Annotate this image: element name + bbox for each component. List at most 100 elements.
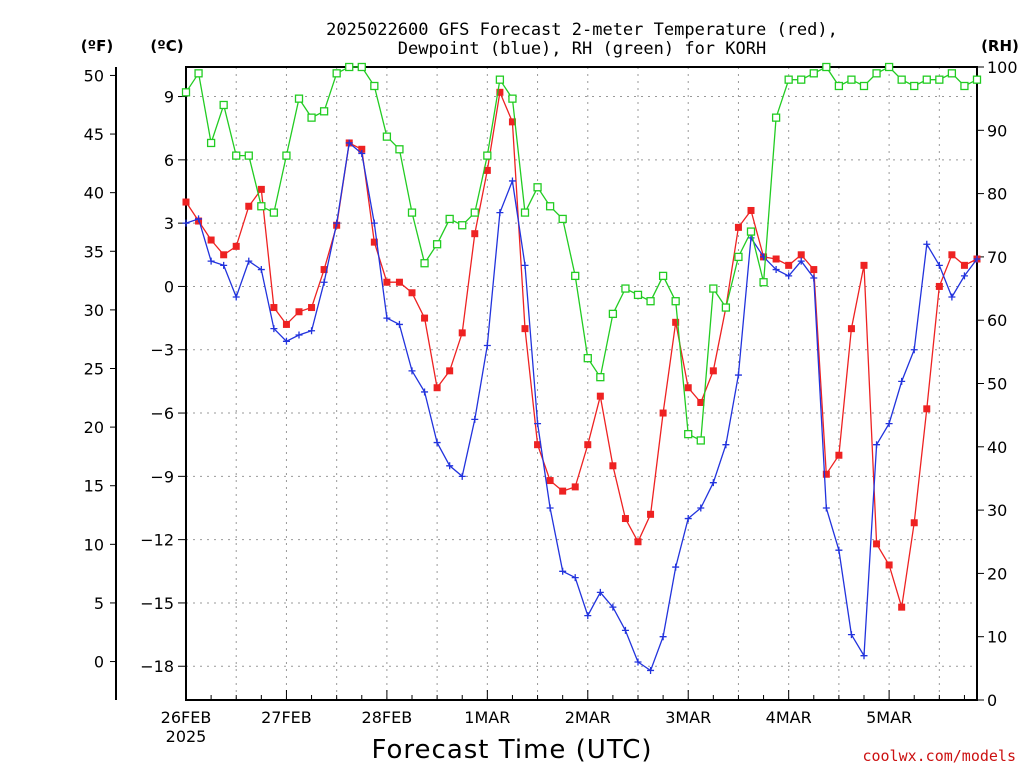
rh-point bbox=[608, 309, 618, 319]
dewpoint-point bbox=[659, 633, 667, 641]
fahrenheit-tick-label: 30 bbox=[84, 301, 104, 320]
rh-point bbox=[319, 107, 329, 116]
dewpoint-point bbox=[609, 603, 617, 611]
dewpoint-point bbox=[383, 314, 391, 322]
dewpoint-point bbox=[433, 439, 441, 447]
temperature-point bbox=[559, 487, 567, 495]
temperature-point bbox=[822, 470, 830, 478]
fahrenheit-tick-label: 40 bbox=[84, 184, 104, 203]
rh-point bbox=[960, 81, 969, 91]
temperature-point bbox=[860, 261, 868, 269]
dewpoint-point bbox=[948, 293, 956, 301]
temperature-point bbox=[697, 398, 705, 406]
dewpoint-point bbox=[207, 257, 215, 265]
rh-tick-label: 80 bbox=[987, 185, 1007, 204]
dewpoint-point bbox=[446, 462, 454, 470]
celsius-tick-label: −3 bbox=[150, 341, 174, 360]
temperature-point bbox=[910, 519, 918, 527]
temperature-point bbox=[672, 318, 680, 326]
temperature-point bbox=[207, 236, 215, 244]
temperature-line bbox=[185, 89, 978, 608]
temperature-point bbox=[270, 304, 278, 312]
dewpoint-point bbox=[245, 257, 253, 265]
temperature-point bbox=[257, 185, 265, 193]
dewpoint-point bbox=[534, 420, 542, 428]
dewpoint-point bbox=[634, 658, 642, 666]
rh-point bbox=[784, 75, 793, 84]
temperature-point bbox=[835, 451, 843, 459]
temperature-point bbox=[483, 166, 491, 174]
dewpoint-point bbox=[873, 441, 881, 449]
temperature-point bbox=[772, 255, 780, 263]
rh-point bbox=[370, 81, 379, 91]
dewpoint-point bbox=[847, 631, 855, 639]
temperature-point bbox=[446, 367, 454, 375]
temperature-point bbox=[785, 261, 793, 269]
dewpoint-point bbox=[734, 371, 742, 379]
temperature-point bbox=[810, 266, 818, 274]
dewpoint-point bbox=[408, 367, 416, 375]
dewpoint-point bbox=[709, 479, 717, 487]
temperature-point bbox=[383, 278, 391, 286]
rh-line bbox=[185, 66, 978, 442]
temperature-point bbox=[458, 329, 466, 337]
rh-point bbox=[282, 151, 291, 160]
dewpoint-point bbox=[810, 274, 818, 282]
x-tick-label: 2MAR bbox=[565, 708, 611, 727]
rh-point bbox=[244, 151, 253, 160]
dewpoint-point bbox=[295, 331, 303, 339]
x-tick-label: 27FEB bbox=[261, 708, 312, 727]
temperature-point bbox=[220, 251, 228, 259]
rh-point bbox=[432, 240, 442, 249]
dewpoint-point bbox=[797, 257, 805, 265]
dewpoint-point bbox=[596, 588, 604, 596]
rh-point bbox=[734, 252, 743, 262]
temperature-point bbox=[960, 261, 968, 269]
rh-unit-label: (RH) bbox=[981, 37, 1019, 55]
rh-point bbox=[307, 113, 316, 122]
dewpoint-point bbox=[571, 574, 579, 582]
dewpoint-point bbox=[508, 177, 516, 185]
dewpoint-point bbox=[621, 626, 629, 634]
rh-point bbox=[458, 221, 467, 230]
temperature-point bbox=[797, 251, 805, 259]
rh-point bbox=[520, 208, 530, 217]
temperature-point bbox=[320, 266, 328, 274]
temperature-point bbox=[496, 88, 504, 96]
rh-tick-label: 70 bbox=[987, 248, 1007, 267]
dewpoint-point bbox=[232, 293, 240, 301]
rh-point bbox=[646, 297, 655, 306]
rh-point bbox=[935, 75, 944, 84]
rh-point bbox=[345, 62, 354, 72]
rh-point bbox=[545, 202, 555, 211]
temperature-point bbox=[747, 206, 755, 214]
dewpoint-point bbox=[270, 325, 278, 333]
rh-point bbox=[445, 214, 454, 224]
temperature-point bbox=[433, 384, 441, 392]
temperature-point bbox=[935, 282, 943, 290]
rh-point bbox=[809, 69, 818, 78]
temperature-point bbox=[634, 538, 642, 546]
rh-point bbox=[533, 183, 542, 192]
temperature-point bbox=[408, 289, 416, 297]
temperature-point bbox=[521, 325, 529, 333]
rh-point bbox=[884, 62, 894, 72]
dewpoint-point bbox=[345, 139, 353, 147]
rh-point bbox=[495, 75, 505, 84]
rh-point bbox=[181, 88, 191, 97]
rh-point bbox=[558, 214, 567, 224]
rh-point bbox=[407, 208, 417, 217]
rh-tick-label: 50 bbox=[987, 375, 1007, 394]
temperature-point bbox=[873, 540, 881, 548]
dewpoint-point bbox=[395, 320, 403, 328]
fahrenheit-tick-label: 20 bbox=[84, 418, 104, 437]
temperature-point bbox=[596, 392, 604, 400]
rh-tick-label: 60 bbox=[987, 311, 1007, 330]
rh-point bbox=[332, 69, 341, 78]
celsius-tick-label: 3 bbox=[164, 214, 174, 233]
rh-tick-label: 20 bbox=[987, 564, 1007, 583]
rh-point bbox=[859, 81, 869, 91]
temperature-point bbox=[308, 304, 316, 312]
rh-point bbox=[508, 94, 517, 103]
dewpoint-point bbox=[458, 472, 466, 480]
